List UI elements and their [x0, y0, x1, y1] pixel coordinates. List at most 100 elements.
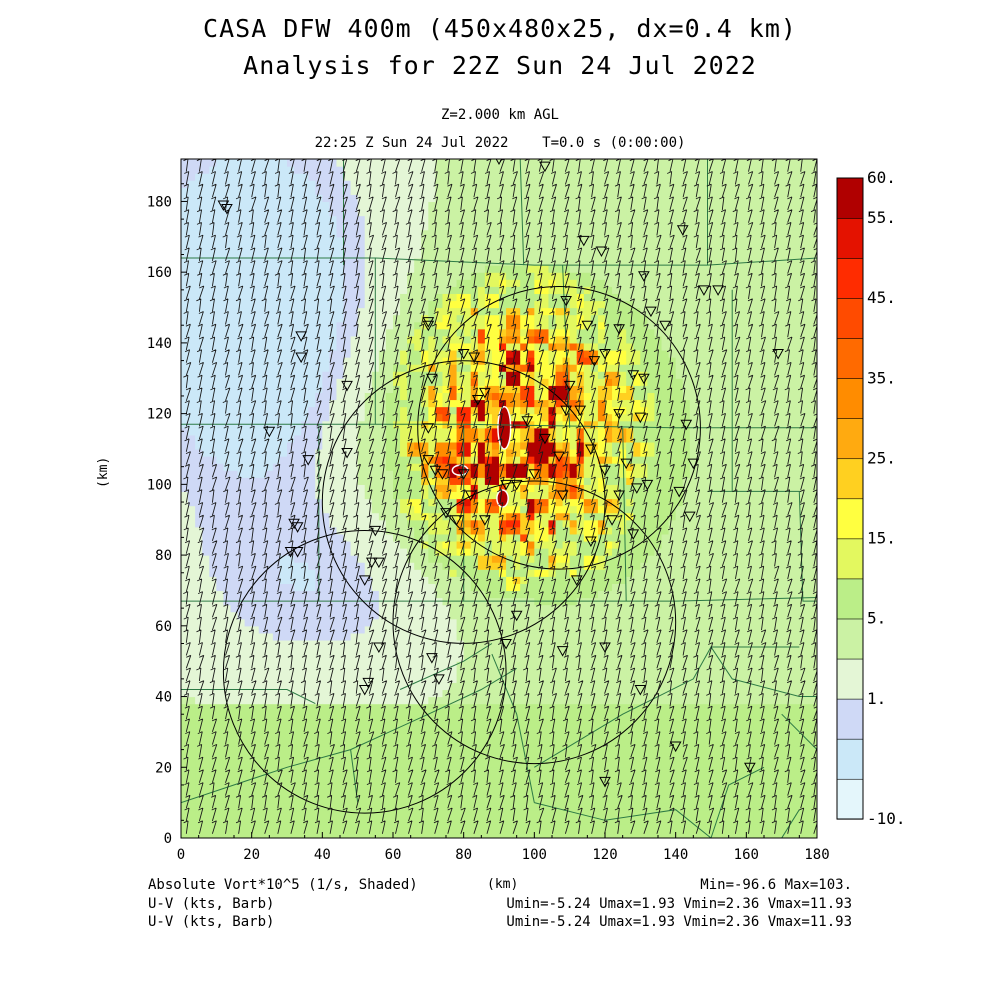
vorticity-cell — [371, 590, 380, 599]
vorticity-cell — [456, 265, 465, 273]
vorticity-cell — [541, 321, 550, 330]
vorticity-cell — [272, 625, 281, 634]
vorticity-cell — [484, 406, 493, 415]
vorticity-cell — [435, 738, 444, 747]
vorticity-cell — [456, 392, 465, 401]
vorticity-cell — [308, 555, 316, 563]
vorticity-cell — [435, 222, 444, 231]
vorticity-cell — [385, 187, 394, 195]
vorticity-cell — [308, 385, 316, 393]
vorticity-cell — [301, 307, 309, 316]
vorticity-cell — [308, 823, 316, 832]
vorticity-cell — [350, 406, 359, 415]
vorticity-cell — [343, 668, 352, 676]
vorticity-cell — [315, 830, 323, 838]
vorticity-cell — [435, 647, 444, 655]
vorticity-cell — [378, 781, 387, 790]
vorticity-cell — [251, 180, 260, 188]
vorticity-cell — [209, 477, 217, 485]
vorticity-cell — [371, 533, 380, 542]
vorticity-cell — [223, 463, 232, 471]
vorticity-cell — [527, 533, 535, 542]
vorticity-cell — [209, 229, 217, 238]
vorticity-cell — [421, 427, 429, 436]
vorticity-cell — [506, 647, 514, 655]
vorticity-cell — [279, 279, 288, 287]
vorticity-cell — [385, 413, 394, 422]
vorticity-cell — [308, 498, 316, 507]
vorticity-cell — [385, 717, 394, 726]
vorticity-cell — [364, 668, 373, 676]
vorticity-cell — [343, 166, 352, 174]
vorticity-cell — [294, 548, 302, 556]
vorticity-cell — [237, 413, 246, 422]
vorticity-cell — [272, 166, 281, 174]
vorticity-cell — [491, 441, 500, 450]
vorticity-cell — [414, 809, 422, 818]
vorticity-cell — [527, 830, 535, 838]
vorticity-cell — [237, 484, 246, 493]
vorticity-cell — [315, 180, 323, 188]
vorticity-cell — [393, 738, 401, 747]
vorticity-cell — [195, 166, 203, 174]
vorticity-cell — [414, 689, 422, 698]
vorticity-cell — [244, 781, 253, 790]
vorticity-cell — [336, 788, 345, 797]
vorticity-cell — [336, 717, 345, 726]
vorticity-cell — [428, 675, 436, 683]
vorticity-cell — [385, 399, 394, 408]
vorticity-cell — [244, 548, 253, 556]
vorticity-cell — [308, 717, 316, 726]
vorticity-cell — [350, 746, 359, 754]
vorticity-cell — [336, 675, 345, 683]
vorticity-cell — [385, 675, 394, 683]
vorticity-cell — [251, 378, 260, 386]
vorticity-cell — [407, 434, 415, 443]
vorticity-cell — [287, 604, 295, 613]
vorticity-cell — [265, 760, 274, 768]
vorticity-cell — [265, 236, 274, 245]
vorticity-cell — [435, 611, 444, 620]
vorticity-cell — [329, 809, 338, 818]
vorticity-cell — [477, 208, 486, 217]
vorticity-cell — [428, 385, 436, 393]
vorticity-cell — [407, 548, 415, 556]
vorticity-cell — [400, 675, 408, 683]
vorticity-cell — [181, 434, 189, 443]
vorticity-cell — [258, 385, 267, 393]
vorticity-cell — [294, 427, 302, 436]
vorticity-cell — [463, 371, 472, 379]
vorticity-cell — [506, 682, 514, 691]
vorticity-cell — [421, 194, 429, 203]
vorticity-cell — [421, 823, 429, 832]
vorticity-cell — [244, 533, 253, 542]
vorticity-cell — [449, 159, 458, 167]
vorticity-cell — [364, 611, 373, 620]
vorticity-cell — [287, 272, 295, 280]
vorticity-cell — [400, 760, 408, 768]
vorticity-cell — [279, 166, 288, 174]
vorticity-cell — [209, 328, 217, 337]
vorticity-cell — [216, 399, 224, 408]
vorticity-cell — [350, 576, 359, 584]
vorticity-cell — [265, 533, 274, 542]
vorticity-cell — [209, 159, 217, 167]
vorticity-cell — [294, 194, 302, 203]
vorticity-cell — [435, 229, 444, 238]
vorticity-cell — [357, 180, 366, 188]
vorticity-cell — [301, 399, 309, 408]
vorticity-cell — [343, 654, 352, 662]
vorticity-cell — [357, 647, 366, 655]
vorticity-cell — [315, 795, 323, 804]
vorticity-cell — [329, 802, 338, 811]
vorticity-cell — [357, 406, 366, 415]
vorticity-cell — [456, 647, 465, 655]
vorticity-cell — [230, 265, 239, 273]
vorticity-cell — [357, 639, 366, 648]
vorticity-cell — [435, 378, 444, 386]
vorticity-cell — [329, 760, 338, 768]
vorticity-cell — [294, 767, 302, 775]
vorticity-cell — [287, 809, 295, 818]
vorticity-cell — [272, 590, 281, 599]
vorticity-cell — [435, 434, 444, 443]
